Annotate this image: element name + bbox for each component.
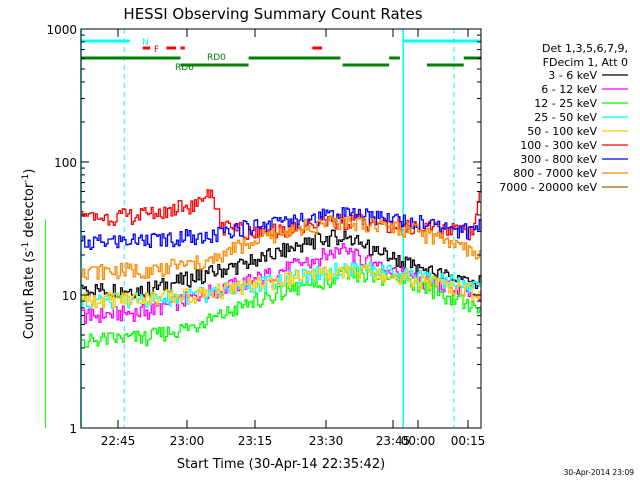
ylabel-sup1: -1 bbox=[21, 242, 31, 251]
ylabel-sup2: -1 bbox=[21, 174, 31, 183]
legend-header-2: FDecim 1, Att 0 bbox=[543, 56, 628, 69]
legend-label-6: 300 - 800 keV bbox=[520, 153, 597, 166]
x-tick-label-1: 23:00 bbox=[170, 434, 205, 448]
x-tick-label-3: 23:30 bbox=[309, 434, 344, 448]
y-tick-label-1: 10 bbox=[62, 289, 77, 303]
y-tick-label-3: 1000 bbox=[46, 23, 77, 37]
timestamp: 30-Apr-2014 23:09 bbox=[564, 468, 635, 477]
y-tick-label-2: 100 bbox=[54, 156, 77, 170]
legend-label-7: 800 - 7000 keV bbox=[513, 167, 597, 180]
legend-label-8: 7000 - 20000 keV bbox=[499, 181, 597, 194]
night-label: N bbox=[142, 38, 149, 48]
ylabel-main: Count Rate (s bbox=[22, 251, 37, 340]
x-tick-label-6: 00:15 bbox=[451, 434, 486, 448]
flare-label: F bbox=[154, 45, 159, 55]
chart-title: HESSI Observing Summary Count Rates bbox=[123, 5, 422, 23]
legend-label-4: 50 - 100 keV bbox=[527, 125, 597, 138]
legend-label-3: 25 - 50 keV bbox=[534, 111, 597, 124]
rd0-label: RD0 bbox=[207, 53, 226, 63]
series-line-4 bbox=[81, 263, 482, 309]
series-line-7 bbox=[81, 215, 482, 281]
legend-label-1: 6 - 12 keV bbox=[541, 83, 597, 96]
plot-area: NF RD0 RD6 bbox=[44, 29, 482, 428]
axes: 1 10 100 1000 22:45 23:00 23:15 23:30 23:4500:00… bbox=[46, 23, 485, 448]
legend-label-0: 3 - 6 keV bbox=[548, 69, 597, 82]
y-tick-label-0: 1 bbox=[69, 422, 77, 436]
ylabel-end: ) bbox=[22, 169, 37, 174]
plot-frame bbox=[80, 28, 482, 429]
rd6-label: RD6 bbox=[175, 63, 194, 73]
x-tick-label-0: 22:45 bbox=[101, 434, 136, 448]
legend-header-1: Det 1,3,5,6,7,9, bbox=[542, 42, 628, 55]
x-tick-label-5: 00:00 bbox=[401, 434, 436, 448]
ylabel-mid: detector bbox=[22, 182, 37, 242]
x-tick-label-4: 23:45 bbox=[376, 434, 411, 448]
legend-label-5: 100 - 300 keV bbox=[520, 139, 597, 152]
series-line-0 bbox=[81, 229, 482, 299]
x-axis-label: Start Time (30-Apr-14 22:35:42) bbox=[177, 457, 385, 472]
x-tick-label-2: 23:15 bbox=[238, 434, 273, 448]
y-axis-label: Count Rate (s-1 detector-1) bbox=[21, 169, 37, 340]
legend-label-2: 12 - 25 keV bbox=[534, 97, 597, 110]
